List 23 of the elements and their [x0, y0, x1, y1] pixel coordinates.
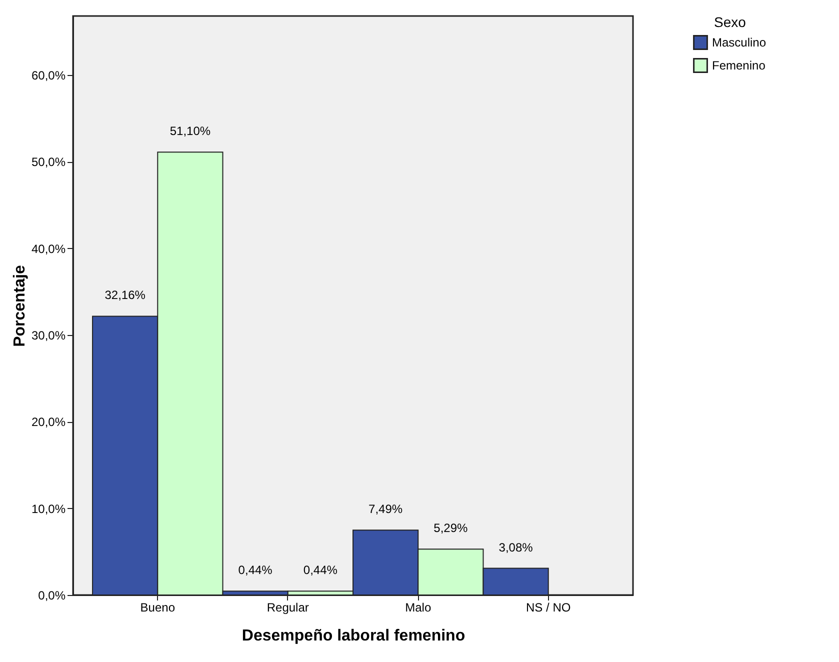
x-tick-label: Regular: [266, 600, 309, 614]
y-tick-label: 40,0%: [31, 242, 66, 256]
y-tick-label: 30,0%: [31, 328, 66, 342]
y-tick-label: 20,0%: [31, 415, 66, 430]
legend-title: Sexo: [714, 14, 746, 30]
y-tick-label: 0,0%: [38, 588, 66, 602]
legend-label: Femenino: [712, 58, 766, 72]
data-label: 7,49%: [368, 502, 403, 516]
data-label: 5,29%: [434, 521, 468, 536]
data-label: 51,10%: [170, 124, 211, 138]
x-tick-label: NS / NO: [526, 600, 571, 614]
y-tick-label: 50,0%: [31, 155, 66, 170]
x-tick-label: Malo: [405, 600, 432, 614]
data-label: 3,08%: [498, 540, 534, 554]
legend-label: Masculino: [712, 36, 766, 50]
data-label: 32,16%: [104, 288, 146, 302]
y-tick-label: 10,0%: [31, 502, 66, 516]
y-axis-title: Porcentaje: [11, 264, 28, 347]
data-label: 0,44%: [303, 563, 338, 578]
y-tick-label: 60,0%: [31, 68, 66, 82]
x-tick-label: Bueno: [140, 600, 176, 614]
x-axis-title: Desempeño laboral femenino: [242, 628, 466, 644]
data-label: 0,44%: [238, 563, 273, 578]
